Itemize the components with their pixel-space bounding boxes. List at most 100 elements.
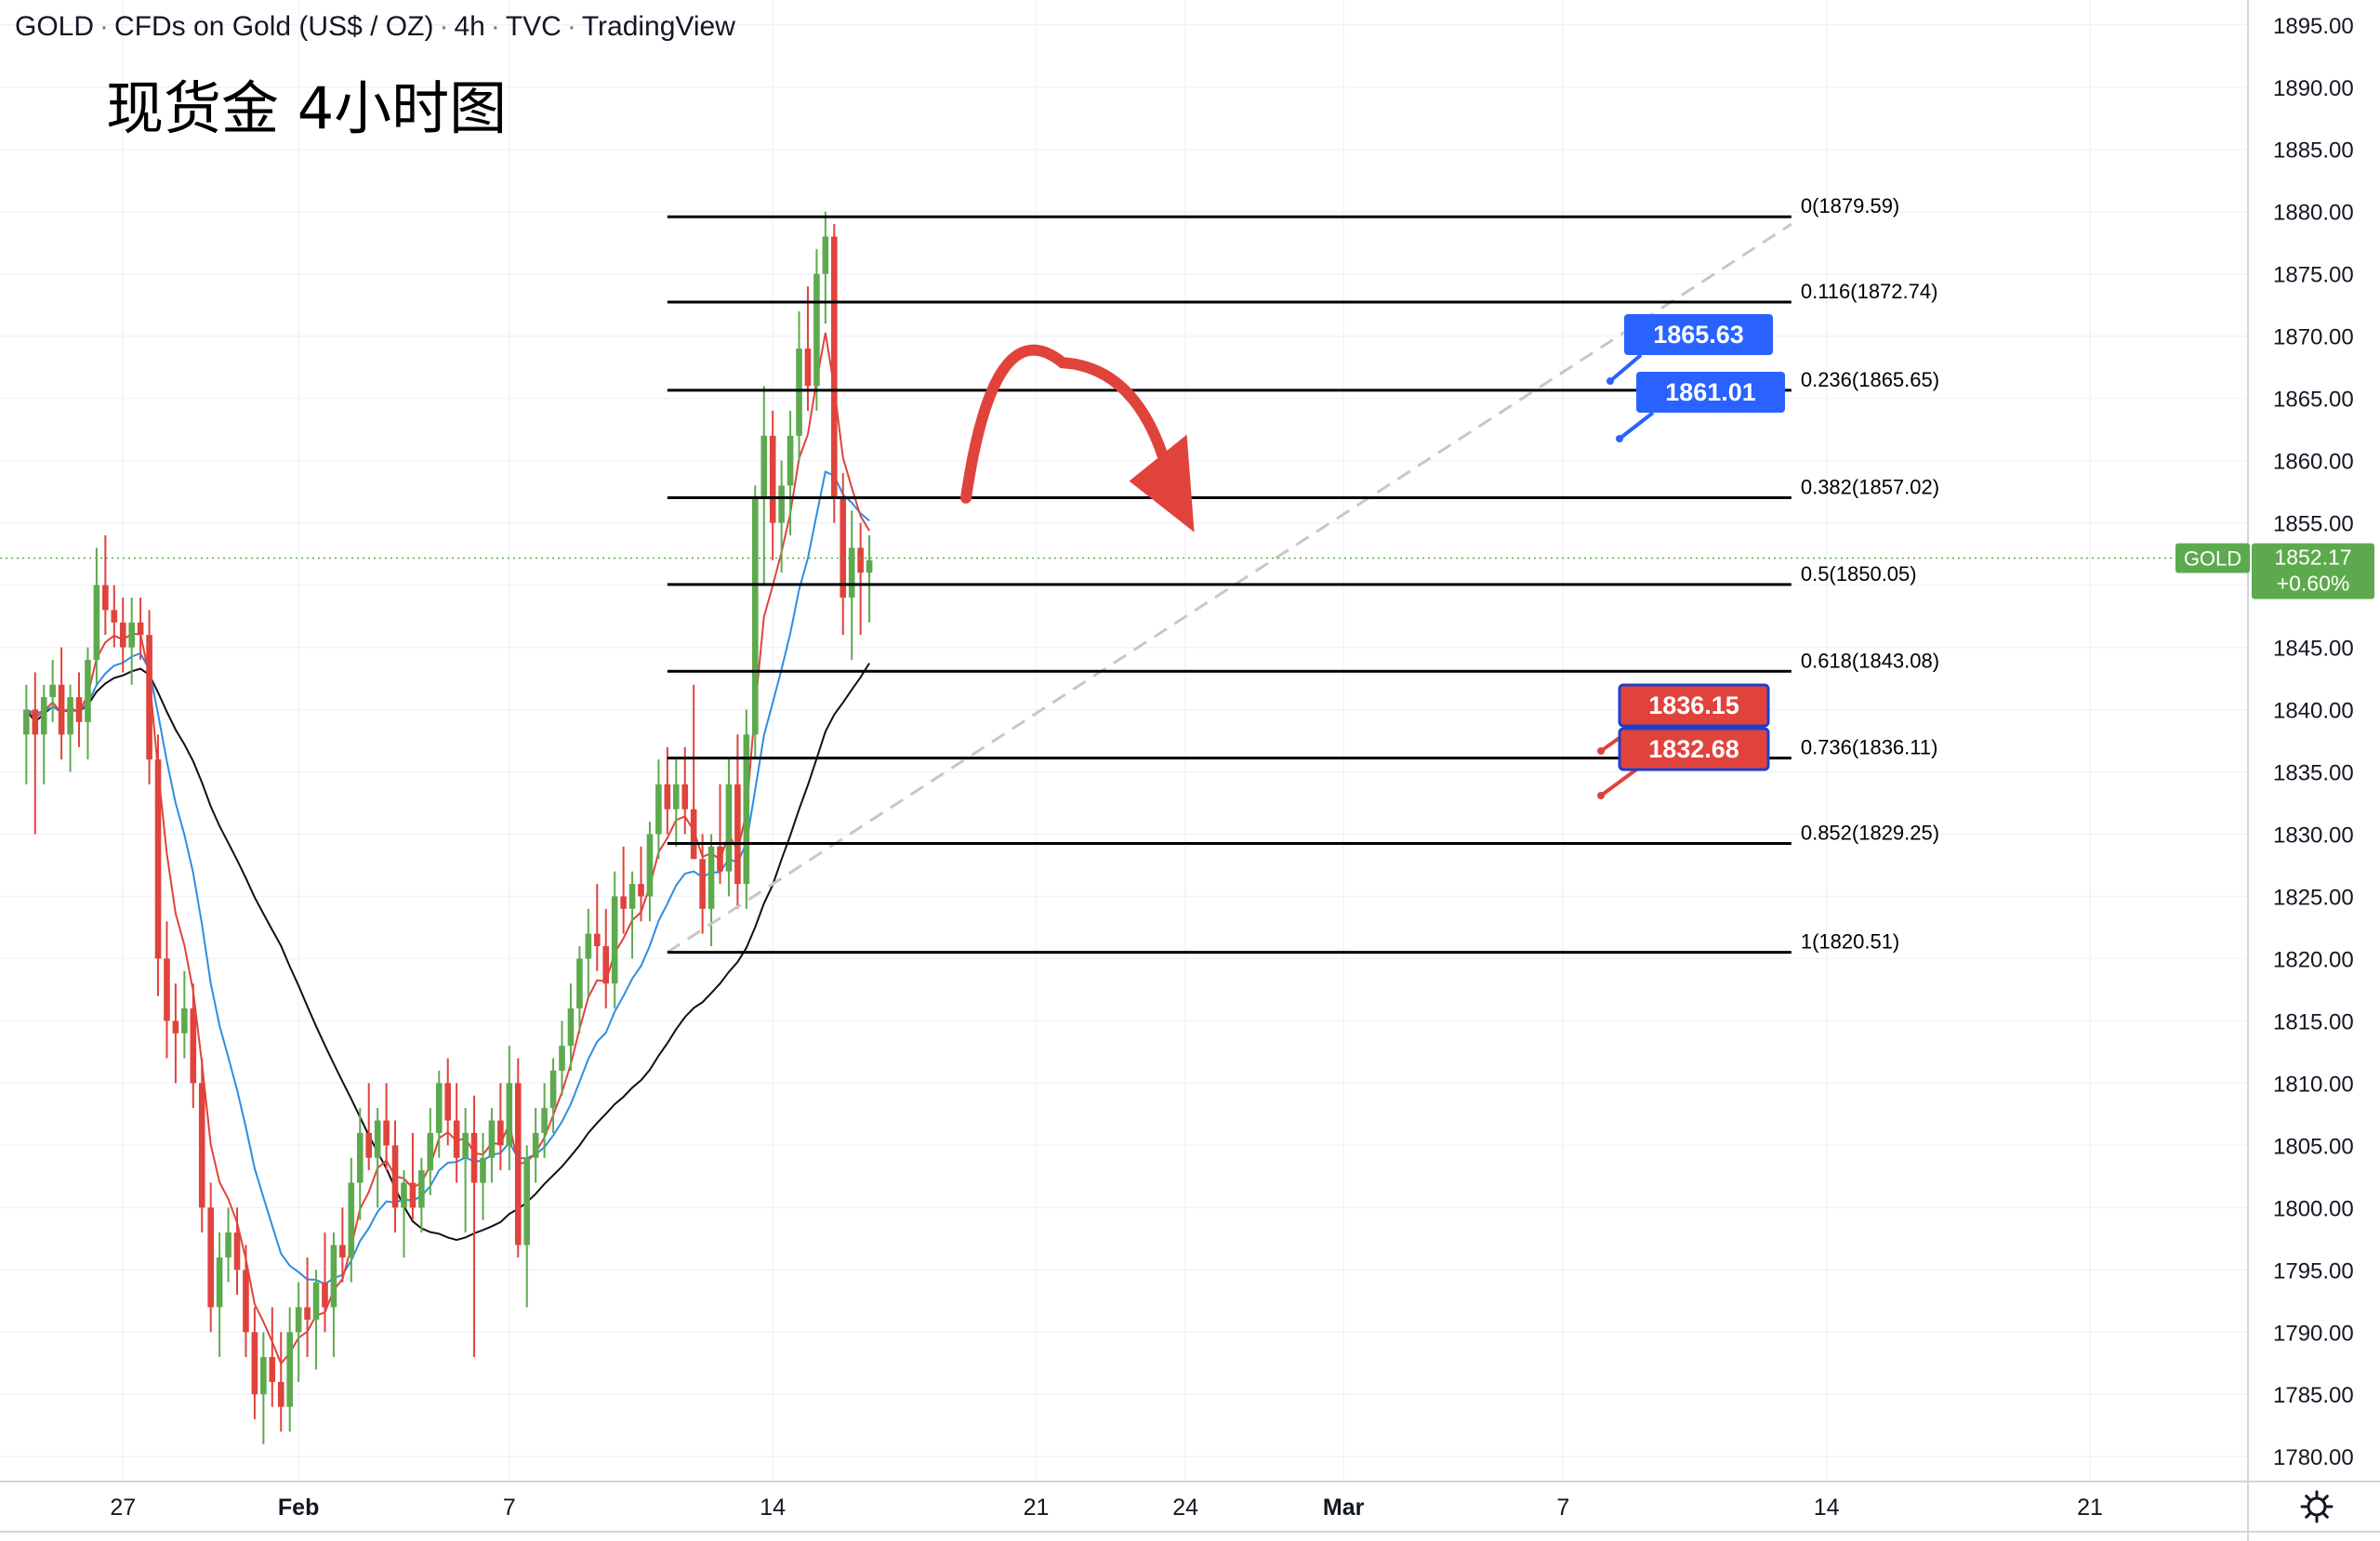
candle[interactable] — [734, 734, 741, 909]
candle[interactable] — [225, 1207, 231, 1283]
fibonacci-retracement[interactable]: 0(1879.59) 0.116(1872.74) 0.236(1865.65) 0.… — [667, 194, 1939, 955]
candle[interactable] — [672, 759, 680, 847]
price-axis[interactable]: 1895.00 1890.00 1885.00 1880.00 1875.00 1870.… — [2273, 14, 2354, 1470]
candle[interactable] — [128, 597, 135, 685]
candle[interactable] — [391, 1120, 399, 1233]
candle[interactable] — [322, 1232, 328, 1333]
candle[interactable] — [506, 1046, 513, 1171]
symbol-label[interactable]: GOLD — [15, 11, 95, 42]
candle[interactable] — [585, 908, 592, 996]
trend-line[interactable] — [667, 222, 1792, 954]
candle[interactable] — [813, 248, 820, 412]
candle[interactable] — [23, 684, 30, 784]
callout-blue[interactable]: 1865.63 — [1606, 314, 1773, 385]
candle[interactable] — [549, 1058, 557, 1133]
candle[interactable] — [514, 1058, 522, 1258]
candle[interactable] — [497, 1083, 504, 1171]
candle[interactable] — [401, 1170, 407, 1258]
candle[interactable] — [690, 684, 697, 860]
candle[interactable] — [488, 1108, 496, 1183]
candle[interactable] — [40, 684, 47, 784]
candle[interactable] — [312, 1270, 320, 1370]
candle[interactable] — [172, 983, 179, 1084]
candle[interactable] — [743, 709, 750, 909]
candle[interactable] — [260, 1332, 267, 1444]
candle[interactable] — [181, 970, 188, 1059]
candle[interactable] — [699, 834, 706, 934]
candle[interactable] — [383, 1083, 390, 1171]
settings-gear-icon[interactable] — [2300, 1490, 2334, 1523]
candle[interactable] — [418, 1157, 425, 1233]
candle[interactable] — [840, 473, 847, 636]
candle[interactable] — [638, 846, 644, 922]
candle[interactable] — [277, 1332, 284, 1432]
candle[interactable] — [532, 1108, 539, 1183]
candle[interactable] — [796, 310, 802, 461]
candle[interactable] — [725, 759, 733, 897]
candle[interactable] — [295, 1282, 302, 1382]
candle[interactable] — [374, 1108, 381, 1208]
candle[interactable] — [567, 983, 575, 1071]
candle[interactable] — [787, 411, 794, 535]
candle[interactable] — [119, 597, 126, 673]
candle[interactable] — [769, 411, 776, 560]
candle[interactable] — [32, 672, 39, 835]
candle[interactable] — [717, 784, 723, 885]
candle[interactable] — [67, 684, 73, 772]
candle[interactable] — [655, 759, 662, 860]
candle[interactable] — [760, 386, 768, 586]
candle[interactable] — [85, 647, 91, 760]
candle[interactable] — [207, 1182, 214, 1333]
candle[interactable] — [49, 659, 56, 722]
candle[interactable] — [611, 871, 618, 1008]
candle[interactable] — [480, 1132, 486, 1220]
candle[interactable] — [857, 522, 864, 636]
candle[interactable] — [216, 1232, 223, 1358]
candle[interactable] — [286, 1307, 294, 1432]
candle[interactable] — [365, 1083, 373, 1171]
candle[interactable] — [339, 1207, 346, 1283]
candle[interactable] — [435, 1070, 443, 1158]
candle[interactable] — [102, 534, 109, 636]
candle[interactable] — [233, 1207, 241, 1296]
candle[interactable] — [444, 1058, 452, 1146]
candle[interactable] — [356, 1108, 364, 1220]
price-callouts[interactable]: 1865.63 1861.01 1836.15 1832.68 — [1597, 314, 1785, 799]
candle[interactable] — [628, 871, 636, 959]
candle[interactable] — [198, 1058, 205, 1233]
candle[interactable] — [822, 211, 829, 324]
candle[interactable] — [453, 1083, 460, 1183]
callout-blue[interactable]: 1861.01 — [1616, 372, 1785, 442]
candle[interactable] — [470, 1095, 478, 1358]
candle[interactable] — [620, 846, 627, 934]
candle[interactable] — [462, 1108, 469, 1233]
candle[interactable] — [602, 908, 610, 1008]
candle[interactable] — [164, 921, 170, 1059]
candle[interactable] — [541, 1083, 548, 1158]
red-arrow-icon[interactable] — [959, 344, 1195, 533]
candle[interactable] — [427, 1108, 434, 1195]
candle[interactable] — [75, 672, 83, 747]
candle[interactable] — [146, 610, 152, 784]
candle[interactable] — [646, 822, 654, 922]
candle[interactable] — [751, 485, 759, 760]
candle[interactable] — [576, 946, 583, 1034]
candle[interactable] — [409, 1132, 416, 1220]
candle[interactable] — [93, 547, 100, 685]
candle[interactable] — [830, 224, 838, 523]
candle[interactable] — [707, 834, 715, 947]
candle[interactable] — [251, 1307, 258, 1420]
candle[interactable] — [243, 1245, 249, 1358]
interval-label[interactable]: 4h — [454, 11, 485, 42]
candle[interactable] — [154, 734, 162, 996]
candle[interactable] — [348, 1157, 355, 1283]
candle[interactable] — [137, 597, 144, 660]
candle[interactable] — [523, 1145, 531, 1308]
time-axis[interactable]: 27 Feb 7 14 21 24 Mar 7 14 21 — [110, 1495, 2103, 1521]
candle[interactable] — [304, 1257, 311, 1358]
candle[interactable] — [58, 647, 65, 760]
candle[interactable] — [804, 286, 812, 412]
candle[interactable] — [778, 460, 785, 573]
candle[interactable] — [593, 884, 601, 971]
candle[interactable] — [664, 746, 671, 835]
